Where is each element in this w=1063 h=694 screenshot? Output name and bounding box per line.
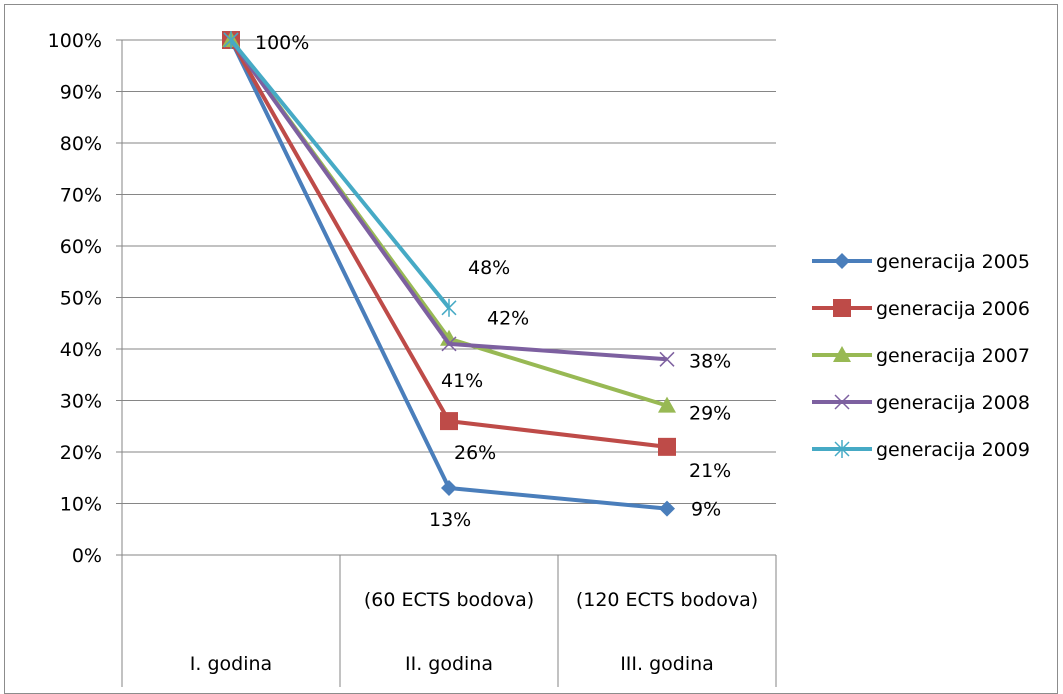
y-tick-label: 60% [60,236,102,258]
legend-item: generacija 2006 [812,298,1030,320]
x-category-label: II. godina [405,653,493,675]
x-category-label: I. godina [190,653,272,675]
square-marker [440,412,458,431]
y-axis: 0% 10% 20% 30% 40% 50% 60% 70% 80% 90% 100% [48,30,123,567]
legend-label: generacija 2006 [876,298,1030,320]
series-line [229,38,668,408]
x-category-label: III. godina [620,653,714,675]
data-label: 26% [454,442,496,464]
x-marker [834,394,850,410]
legend-label: generacija 2009 [876,439,1030,461]
x-marker-stroke [834,394,850,410]
x-category-label-top: (60 ECTS bodova) [364,589,534,611]
x-marker-stroke [659,351,675,367]
diamond-marker [441,480,457,497]
y-tick-label: 10% [60,494,102,516]
data-label: 41% [441,370,483,392]
x-marker [659,351,675,367]
y-tick-label: 30% [60,391,102,413]
data-label: 29% [689,403,731,425]
diamond-marker [659,500,675,517]
y-tick-label: 20% [60,442,102,464]
data-label: 13% [429,509,471,531]
y-tick-label: 90% [60,82,102,104]
data-label: 38% [689,350,731,372]
triangle-marker [658,396,676,413]
y-tick-label: 0% [72,545,102,567]
diamond-marker [834,253,850,269]
legend-label: generacija 2008 [876,392,1030,414]
y-tick-label: 100% [48,30,102,52]
data-label: 21% [689,460,731,482]
star-marker [223,31,239,49]
y-tick-label: 40% [60,339,102,361]
y-tick-label: 50% [60,288,102,310]
x-marker-stroke [441,336,457,352]
star-marker [441,298,457,317]
y-tick-label: 80% [60,133,102,155]
data-label: 42% [487,308,529,330]
data-label: 48% [468,257,510,279]
triangle-marker [833,346,851,362]
x-category-label-top: (120 ECTS bodova) [576,589,758,611]
x-axis: I. godina (60 ECTS bodova) II. godina (120 … [190,589,758,675]
series-line [229,38,451,310]
gridlines [122,39,776,556]
legend: generacija 2005 generacija 2006 generacija… [812,251,1030,461]
legend-item: generacija 2007 [812,345,1030,367]
category-table [121,555,777,687]
square-marker [833,299,851,317]
legend-item: generacija 2008 [812,392,1030,414]
series-lines [222,31,676,517]
x-marker [441,336,457,352]
star-marker [834,440,850,458]
data-label: 100% [255,32,309,54]
y-tick-label: 70% [60,185,102,207]
data-labels: 13% 9% 100% 26% 21% 42% 29% 41% 38% 48% [255,32,731,531]
legend-label: generacija 2007 [876,345,1030,367]
legend-label: generacija 2005 [876,251,1030,273]
legend-item: generacija 2005 [812,251,1030,273]
square-marker [658,437,676,456]
data-label: 9% [691,499,721,521]
legend-item: generacija 2009 [812,439,1030,461]
triangle-marker [440,329,458,346]
